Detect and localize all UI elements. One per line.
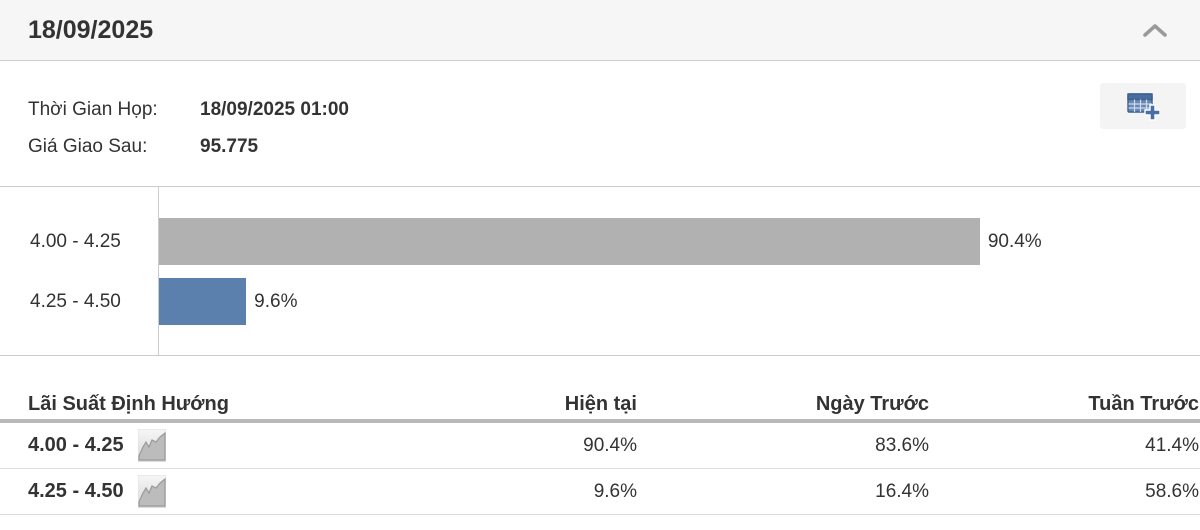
- chart-bar: [159, 218, 980, 265]
- table-row: 4.25 - 4.50 9.6% 16.4% 58.6%: [0, 469, 1200, 515]
- meeting-time-label: Thời Gian Họp:: [28, 98, 158, 120]
- chart-plot-area: 90.4% 9.6%: [158, 187, 1200, 355]
- current-value: 90.4%: [583, 434, 637, 456]
- chevron-up-icon[interactable]: [1138, 17, 1172, 44]
- add-to-table-button[interactable]: [1100, 83, 1186, 129]
- page-title: 18/09/2025: [28, 15, 154, 44]
- meeting-time-row: Thời Gian Họp: 18/09/2025 01:00: [28, 91, 1200, 128]
- rate-range-label: 4.00 - 4.25: [28, 434, 124, 456]
- table-add-icon: [1126, 91, 1160, 121]
- chart-category-label: 4.00 - 4.25: [30, 230, 121, 252]
- meeting-info-section: Thời Gian Họp: 18/09/2025 01:00 Giá Giao…: [0, 61, 1200, 187]
- chart-bar: [159, 278, 247, 325]
- futures-price-row: Giá Giao Sau: 95.775: [28, 128, 1200, 165]
- target-rate-table: Lãi Suất Định Hướng Hiện tại Ngày Trước …: [0, 356, 1200, 515]
- previous-day-value: 16.4%: [875, 480, 929, 502]
- chart-category-axis: 4.00 - 4.25 4.25 - 4.50: [0, 187, 158, 355]
- column-header-previous-day: Ngày Trước: [815, 392, 929, 415]
- chart-category-label: 4.25 - 4.50: [30, 290, 121, 312]
- previous-day-value: 83.6%: [875, 434, 929, 456]
- column-header-target-rate: Lãi Suất Định Hướng: [28, 392, 229, 415]
- current-value: 9.6%: [593, 480, 637, 502]
- futures-price-label: Giá Giao Sau:: [28, 135, 148, 157]
- rate-cell: 4.25 - 4.50: [28, 475, 349, 508]
- table-header-row: Lãi Suất Định Hướng Hiện tại Ngày Trước …: [0, 389, 1200, 423]
- meeting-time-value: 18/09/2025 01:00: [200, 98, 349, 120]
- sparkline-chart-button[interactable]: [137, 475, 166, 508]
- rate-range-label: 4.25 - 4.50: [28, 480, 124, 502]
- probability-bar-chart: 4.00 - 4.25 4.25 - 4.50 90.4% 9.6%: [0, 187, 1200, 356]
- previous-week-value: 41.4%: [1145, 434, 1199, 456]
- futures-price-value: 95.775: [200, 135, 259, 157]
- sparkline-chart-button[interactable]: [137, 429, 166, 462]
- column-header-current: Hiện tại: [564, 392, 637, 415]
- sparkline-icon: [137, 475, 166, 508]
- table-row: 4.00 - 4.25 90.4% 83.6% 41.4%: [0, 423, 1200, 469]
- bar-value-label: 90.4%: [987, 230, 1042, 252]
- rate-cell: 4.00 - 4.25: [28, 429, 349, 462]
- bar-value-label: 9.6%: [254, 290, 298, 312]
- sparkline-icon: [137, 429, 166, 462]
- previous-week-value: 58.6%: [1145, 480, 1199, 502]
- chart-bar-row: 9.6%: [159, 278, 1200, 325]
- chart-bar-row: 90.4%: [159, 218, 1200, 265]
- date-panel-header[interactable]: 18/09/2025: [0, 0, 1200, 61]
- column-header-previous-week: Tuần Trước: [1088, 392, 1199, 415]
